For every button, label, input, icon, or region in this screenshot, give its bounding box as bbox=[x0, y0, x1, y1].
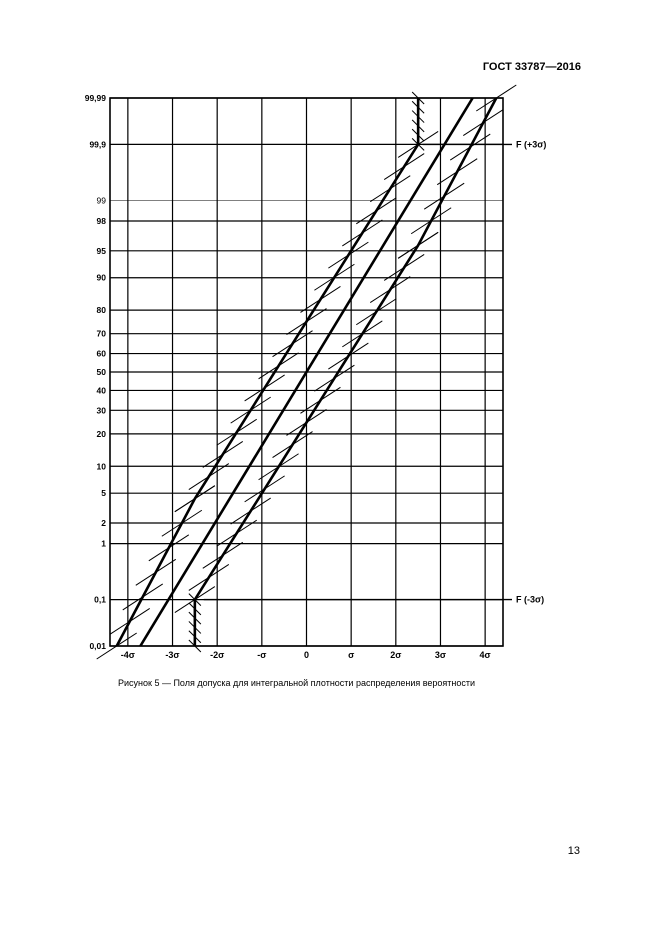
hatch-mark-upper bbox=[96, 632, 137, 660]
hatch-mark-upper bbox=[202, 440, 244, 468]
y-tick-label: 98 bbox=[97, 216, 107, 226]
tolerance-chart: 0,01 0,1 1 2 5 10 20 30 40 50 60 70 80 90 95 98 99 99,9 99… bbox=[85, 84, 546, 660]
hatch-mark-upper bbox=[109, 608, 150, 635]
hatch-mark-vertical bbox=[188, 593, 202, 606]
x-tick-label: -4σ bbox=[121, 650, 135, 660]
hatch-mark-lower bbox=[463, 109, 504, 136]
hatch-mark-upper bbox=[216, 418, 257, 446]
y-tick-label: 2 bbox=[101, 518, 106, 528]
hatch-mark-vertical bbox=[411, 110, 425, 123]
x-tick-label: 2σ bbox=[390, 650, 401, 660]
hatch-mark-lower bbox=[369, 276, 411, 304]
hatch-mark-upper bbox=[272, 330, 313, 358]
hatch-mark-lower bbox=[383, 254, 425, 281]
hatch-mark-lower bbox=[286, 409, 327, 436]
hatch-mark-lower bbox=[230, 497, 271, 525]
hatch-mark-upper bbox=[244, 374, 285, 402]
hatch-mark-upper bbox=[356, 197, 397, 225]
y-tick-label: 30 bbox=[97, 405, 107, 415]
hatch-mark-vertical bbox=[411, 100, 425, 114]
hatch-mark-upper bbox=[286, 308, 327, 335]
hatch-mark-upper bbox=[258, 352, 299, 380]
hatch-mark-lower bbox=[342, 320, 383, 348]
hatch-mark-upper bbox=[161, 509, 203, 537]
hatch-mark-upper bbox=[328, 241, 369, 269]
y-tick-label: 40 bbox=[97, 385, 107, 395]
x-tick-label: 4σ bbox=[480, 650, 491, 660]
hatch-mark-upper bbox=[342, 219, 383, 247]
y-tick-label: 90 bbox=[97, 273, 107, 283]
limit-label: F (-3σ) bbox=[516, 595, 544, 605]
hatch-mark-lower bbox=[423, 182, 465, 210]
x-tick-label: -3σ bbox=[165, 650, 179, 660]
x-tick-label: -σ bbox=[257, 650, 266, 660]
y-tick-label: 1 bbox=[101, 539, 106, 549]
hatch-mark-vertical bbox=[188, 639, 202, 653]
hatch-mark-upper bbox=[300, 285, 341, 313]
hatch-mark-lower bbox=[188, 564, 230, 591]
hatch-mark-vertical bbox=[188, 611, 202, 625]
x-tick-label: σ bbox=[348, 650, 354, 660]
hatch-mark-lower bbox=[216, 519, 257, 547]
hatch-mark-upper bbox=[135, 558, 177, 586]
hatch-mark-vertical bbox=[411, 91, 425, 105]
limit-label: F (+3σ) bbox=[516, 139, 546, 149]
hatch-mark-upper bbox=[383, 153, 425, 180]
hatch-mark-vertical bbox=[188, 621, 202, 634]
hatch-mark-lower bbox=[314, 364, 355, 392]
hatch-mark-vertical bbox=[188, 602, 202, 616]
y-tick-label: 0,1 bbox=[94, 595, 106, 605]
y-tick-label: 99,9 bbox=[89, 139, 106, 149]
hatch-mark-vertical bbox=[411, 119, 425, 133]
hatch-mark-lower bbox=[244, 475, 285, 503]
hatch-mark-upper bbox=[174, 485, 216, 513]
hatch-mark-lower bbox=[258, 453, 299, 481]
hatch-mark-lower bbox=[328, 342, 369, 370]
y-tick-label: 0,01 bbox=[89, 641, 106, 651]
plot-frame bbox=[109, 97, 504, 647]
hatch-mark-upper bbox=[314, 263, 355, 291]
hatch-mark-upper bbox=[188, 463, 230, 490]
y-tick-label: 99,99 bbox=[85, 93, 107, 103]
hatch-mark-upper bbox=[369, 175, 411, 203]
y-tick-label: 99 bbox=[97, 195, 107, 205]
x-tick-label: 0 bbox=[304, 650, 309, 660]
hatch-mark-vertical bbox=[188, 630, 202, 644]
y-tick-label: 5 bbox=[101, 488, 106, 498]
hatch-mark-upper bbox=[122, 583, 164, 611]
y-tick-label: 50 bbox=[97, 367, 107, 377]
series-line-center bbox=[139, 97, 474, 647]
y-tick-label: 95 bbox=[97, 246, 107, 256]
hatch-mark-vertical bbox=[411, 128, 425, 142]
hatch-mark-upper bbox=[230, 396, 271, 424]
hatch-mark-lower bbox=[202, 541, 244, 569]
hatch-mark-lower bbox=[356, 298, 397, 326]
hatch-mark-lower bbox=[476, 84, 517, 112]
document-header: ГОСТ 33787—2016 bbox=[482, 61, 581, 73]
y-tick-label: 80 bbox=[97, 305, 107, 315]
y-tick-label: 10 bbox=[97, 461, 107, 471]
hatch-mark-lower bbox=[449, 133, 491, 161]
x-tick-label: 3σ bbox=[435, 650, 446, 660]
y-tick-label: 60 bbox=[97, 349, 107, 359]
hatch-mark-vertical bbox=[411, 138, 425, 151]
hatch-mark-lower bbox=[300, 386, 341, 414]
hatch-mark-upper bbox=[148, 534, 190, 562]
x-tick-label: -2σ bbox=[210, 650, 224, 660]
hatch-mark-lower bbox=[410, 207, 452, 235]
hatch-mark-lower bbox=[397, 231, 439, 259]
y-tick-label: 20 bbox=[97, 429, 107, 439]
chart-svg: 0,010,112510203040506070809095989999,999… bbox=[85, 84, 546, 660]
hatch-mark-lower bbox=[272, 431, 313, 459]
figure-caption: Рисунок 5 — Поля допуска для интегрально… bbox=[118, 678, 476, 688]
hatch-mark-lower bbox=[436, 158, 478, 186]
y-tick-label: 70 bbox=[97, 329, 107, 339]
page-number: 13 bbox=[567, 845, 580, 857]
